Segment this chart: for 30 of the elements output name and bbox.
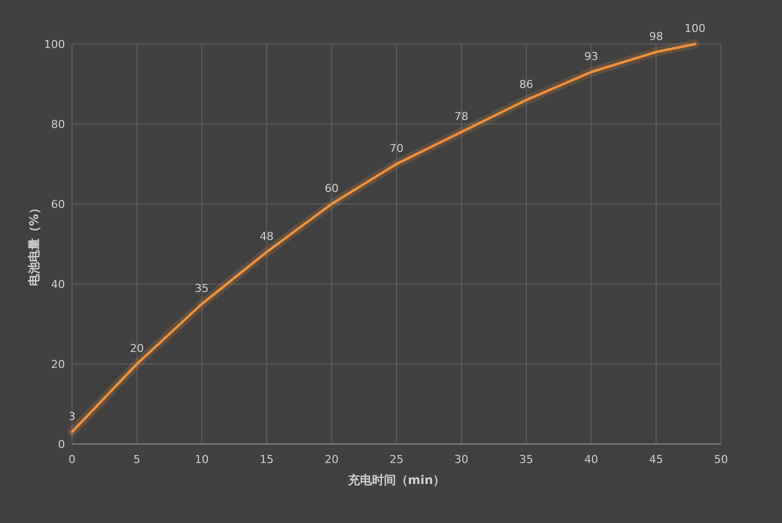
data-label: 70 [390, 142, 404, 155]
x-tick-label: 40 [584, 453, 598, 466]
x-tick-label: 50 [714, 453, 728, 466]
y-tick-label: 60 [51, 198, 65, 211]
data-label: 35 [194, 282, 209, 295]
x-tick-label: 30 [454, 453, 468, 466]
data-label: 20 [130, 342, 144, 355]
x-tick-label: 35 [519, 453, 534, 466]
y-tick-label: 40 [51, 278, 65, 291]
x-axis-title: 充电时间（min） [346, 473, 446, 487]
x-tick-label: 5 [133, 453, 140, 466]
x-tick-label: 25 [390, 453, 404, 466]
x-tick-label: 0 [68, 453, 76, 466]
data-label: 93 [584, 50, 598, 63]
data-label: 98 [649, 30, 664, 43]
x-tick-label: 20 [324, 453, 339, 466]
data-label: 86 [519, 78, 534, 91]
data-label: 3 [68, 410, 76, 423]
x-tick-label: 10 [194, 453, 209, 466]
y-tick-label: 80 [51, 118, 65, 131]
data-label: 48 [260, 230, 274, 243]
x-tick-label: 45 [649, 453, 664, 466]
x-tick-label: 15 [260, 453, 274, 466]
y-tick-label: 100 [44, 38, 65, 51]
y-axis-title: 电池电量（%） [27, 202, 41, 286]
y-tick-label: 0 [58, 438, 65, 451]
data-label: 78 [454, 110, 468, 123]
data-label: 60 [324, 182, 339, 195]
y-tick-label: 20 [51, 358, 65, 371]
data-label: 100 [684, 22, 706, 35]
